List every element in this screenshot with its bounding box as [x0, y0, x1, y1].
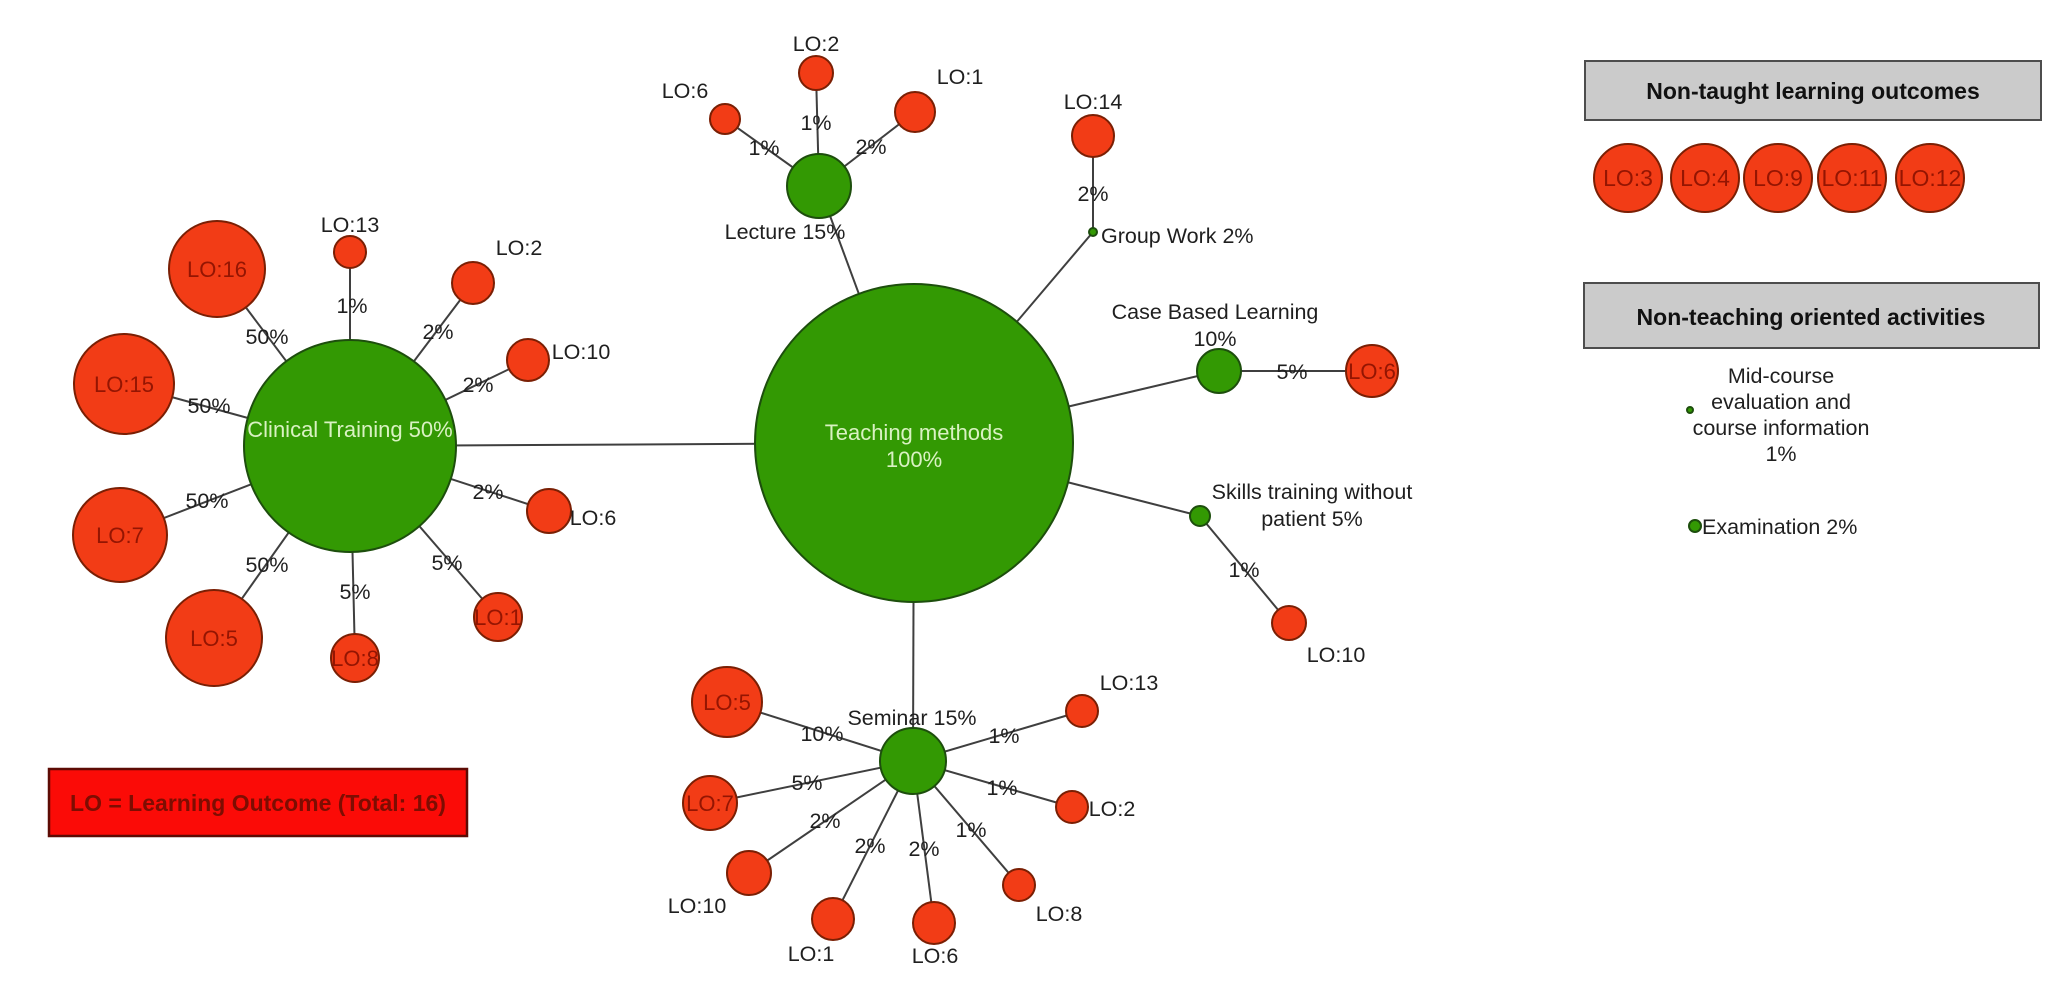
svg-text:LO:7: LO:7 — [96, 523, 144, 548]
svg-text:LO:6: LO:6 — [570, 506, 617, 530]
svg-text:Lecture 15%: Lecture 15% — [725, 220, 846, 244]
svg-text:100%: 100% — [886, 447, 942, 472]
svg-text:LO:7: LO:7 — [686, 791, 734, 816]
svg-text:LO:14: LO:14 — [1064, 90, 1123, 114]
svg-text:LO:4: LO:4 — [1680, 165, 1730, 191]
svg-text:2%: 2% — [855, 135, 886, 159]
svg-text:LO:10: LO:10 — [668, 894, 727, 918]
svg-text:LO = Learning Outcome (Total:: LO = Learning Outcome (Total: 16) — [70, 790, 446, 816]
svg-text:2%: 2% — [422, 320, 453, 344]
svg-text:Case Based Learning: Case Based Learning — [1112, 300, 1319, 324]
svg-text:5%: 5% — [791, 771, 822, 795]
svg-text:LO:1: LO:1 — [937, 65, 984, 89]
svg-text:LO:6: LO:6 — [662, 79, 709, 103]
svg-text:50%: 50% — [245, 553, 288, 577]
svg-text:LO:8: LO:8 — [331, 646, 379, 671]
svg-text:LO:9: LO:9 — [1753, 165, 1803, 191]
svg-text:Seminar 15%: Seminar 15% — [847, 706, 976, 730]
svg-text:LO:3: LO:3 — [1603, 165, 1653, 191]
svg-text:LO:1: LO:1 — [474, 605, 522, 630]
svg-text:2%: 2% — [1077, 182, 1108, 206]
svg-text:LO:2: LO:2 — [1089, 797, 1136, 821]
svg-text:2%: 2% — [462, 373, 493, 397]
svg-text:LO:16: LO:16 — [187, 257, 247, 282]
svg-text:LO:15: LO:15 — [94, 372, 154, 397]
svg-text:course information: course information — [1693, 416, 1870, 440]
svg-text:5%: 5% — [431, 551, 462, 575]
svg-text:Skills training without: Skills training without — [1212, 480, 1413, 504]
svg-text:Group Work 2%: Group Work 2% — [1101, 224, 1254, 248]
svg-text:LO:6: LO:6 — [1348, 359, 1396, 384]
svg-text:1%: 1% — [988, 724, 1019, 748]
svg-text:LO:2: LO:2 — [793, 32, 840, 56]
svg-text:LO:6: LO:6 — [912, 944, 959, 968]
svg-text:LO:10: LO:10 — [552, 340, 611, 364]
svg-text:1%: 1% — [986, 776, 1017, 800]
svg-text:2%: 2% — [908, 837, 939, 861]
svg-text:Mid-course: Mid-course — [1728, 364, 1834, 388]
svg-text:5%: 5% — [339, 580, 370, 604]
svg-text:evaluation and: evaluation and — [1711, 390, 1851, 414]
svg-text:50%: 50% — [187, 394, 230, 418]
svg-text:1%: 1% — [1765, 442, 1796, 466]
svg-text:10%: 10% — [800, 722, 843, 746]
svg-text:2%: 2% — [854, 834, 885, 858]
svg-text:LO:12: LO:12 — [1899, 165, 1962, 191]
svg-text:Teaching methods: Teaching methods — [825, 420, 1004, 445]
svg-text:Non-teaching oriented activiti: Non-teaching oriented activities — [1637, 304, 1986, 330]
svg-text:LO:5: LO:5 — [703, 690, 751, 715]
svg-text:1%: 1% — [336, 294, 367, 318]
svg-text:50%: 50% — [185, 489, 228, 513]
svg-text:patient 5%: patient 5% — [1261, 507, 1363, 531]
svg-text:10%: 10% — [1193, 327, 1236, 351]
svg-text:LO:13: LO:13 — [321, 213, 380, 237]
svg-text:LO:1: LO:1 — [788, 942, 835, 966]
svg-text:Clinical Training 50%: Clinical Training 50% — [247, 417, 452, 442]
svg-text:Non-taught learning outcomes: Non-taught learning outcomes — [1646, 78, 1980, 104]
svg-text:1%: 1% — [955, 818, 986, 842]
svg-text:LO:5: LO:5 — [190, 626, 238, 651]
svg-text:Examination 2%: Examination 2% — [1702, 515, 1857, 539]
svg-text:LO:8: LO:8 — [1036, 902, 1083, 926]
svg-text:LO:11: LO:11 — [1822, 165, 1883, 191]
svg-text:1%: 1% — [1228, 558, 1259, 582]
svg-text:2%: 2% — [809, 809, 840, 833]
svg-text:LO:10: LO:10 — [1307, 643, 1366, 667]
svg-text:2%: 2% — [472, 480, 503, 504]
svg-text:50%: 50% — [245, 325, 288, 349]
svg-text:1%: 1% — [800, 111, 831, 135]
svg-text:LO:2: LO:2 — [496, 236, 543, 260]
svg-text:1%: 1% — [748, 136, 779, 160]
svg-text:5%: 5% — [1276, 360, 1307, 384]
svg-text:LO:13: LO:13 — [1100, 671, 1159, 695]
